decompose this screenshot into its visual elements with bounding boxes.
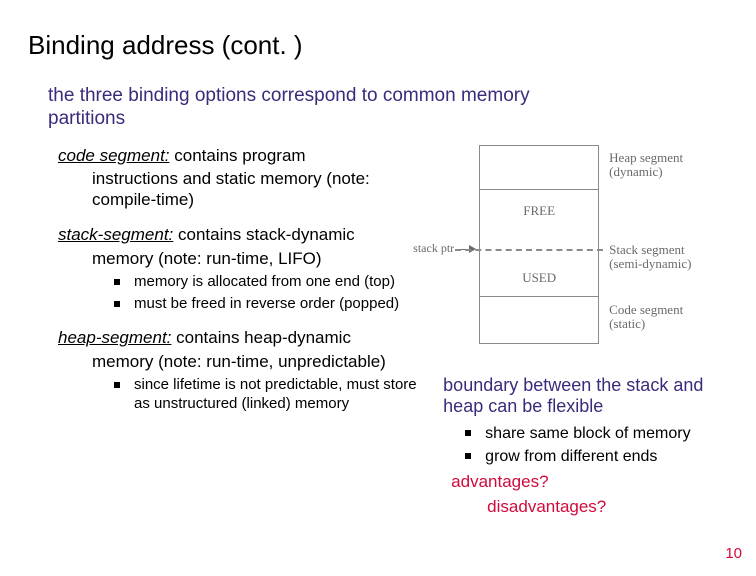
disadvantages-text: disadvantages? bbox=[487, 496, 728, 517]
heap-segment-head: heap-segment: contains heap-dynamic bbox=[58, 327, 419, 348]
list-item: must be freed in reverse order (popped) bbox=[114, 295, 419, 314]
right-column: stack ptr FREE USED Heap segment (dynami… bbox=[435, 145, 728, 518]
bullet-text: grow from different ends bbox=[485, 447, 657, 467]
slide-root: Binding address (cont. ) the three bindi… bbox=[0, 0, 756, 576]
bullet-text: since lifetime is not predictable, must … bbox=[134, 376, 419, 414]
bullet-icon bbox=[465, 430, 471, 436]
code-segment-rest: instructions and static memory (note: co… bbox=[92, 168, 419, 211]
list-item: grow from different ends bbox=[465, 447, 728, 467]
code-segment-line1: contains program bbox=[170, 146, 306, 165]
right-bullets: share same block of memory grow from dif… bbox=[465, 424, 728, 467]
diagram-box-code bbox=[479, 296, 599, 344]
bullet-icon bbox=[114, 279, 120, 285]
slide-title: Binding address (cont. ) bbox=[28, 30, 728, 61]
stack-segment-term: stack-segment: bbox=[58, 225, 173, 244]
columns: code segment: contains program instructi… bbox=[58, 145, 728, 518]
bullet-icon bbox=[114, 382, 120, 388]
diagram-label-heap: Heap segment (dynamic) bbox=[609, 151, 719, 180]
advantages-text: advantages? bbox=[451, 471, 728, 492]
stack-segment-rest: memory (note: run-time, LIFO) bbox=[92, 248, 419, 269]
bullet-icon bbox=[465, 453, 471, 459]
diagram-box-used: USED bbox=[479, 260, 599, 296]
diagram-label-code: Code segment (static) bbox=[609, 303, 719, 332]
heap-segment-line1: contains heap-dynamic bbox=[171, 328, 351, 347]
page-number: 10 bbox=[725, 545, 742, 562]
stack-segment-head: stack-segment: contains stack-dynamic bbox=[58, 224, 419, 245]
bullet-text: memory is allocated from one end (top) bbox=[134, 273, 395, 292]
diagram-gap bbox=[479, 233, 599, 260]
code-segment-term: code segment: bbox=[58, 146, 170, 165]
diagram-box-heap bbox=[479, 145, 599, 189]
diagram-dashed-line bbox=[455, 249, 603, 251]
list-item: memory is allocated from one end (top) bbox=[114, 273, 419, 292]
code-segment-head: code segment: contains program bbox=[58, 145, 419, 166]
stack-ptr-label: stack ptr bbox=[413, 241, 454, 256]
intro-text: the three binding options correspond to … bbox=[48, 85, 568, 131]
left-column: code segment: contains program instructi… bbox=[58, 145, 429, 518]
boundary-text: boundary between the stack and heap can … bbox=[443, 375, 728, 418]
heap-bullets: since lifetime is not predictable, must … bbox=[114, 376, 419, 414]
code-segment-block: code segment: contains program instructi… bbox=[58, 145, 419, 211]
stack-bullets: memory is allocated from one end (top) m… bbox=[114, 273, 419, 314]
diagram-label-stack: Stack segment (semi-dynamic) bbox=[609, 243, 719, 272]
memory-diagram: stack ptr FREE USED Heap segment (dynami… bbox=[435, 145, 725, 365]
heap-segment-rest: memory (note: run-time, unpredictable) bbox=[92, 351, 419, 372]
list-item: share same block of memory bbox=[465, 424, 728, 444]
stack-segment-block: stack-segment: contains stack-dynamic me… bbox=[58, 224, 419, 313]
bullet-text: share same block of memory bbox=[485, 424, 690, 444]
diagram-box-free: FREE bbox=[479, 189, 599, 233]
heap-segment-block: heap-segment: contains heap-dynamic memo… bbox=[58, 327, 419, 413]
heap-segment-term: heap-segment: bbox=[58, 328, 171, 347]
bullet-icon bbox=[114, 301, 120, 307]
list-item: since lifetime is not predictable, must … bbox=[114, 376, 419, 414]
bullet-text: must be freed in reverse order (popped) bbox=[134, 295, 399, 314]
stack-segment-line1: contains stack-dynamic bbox=[173, 225, 354, 244]
